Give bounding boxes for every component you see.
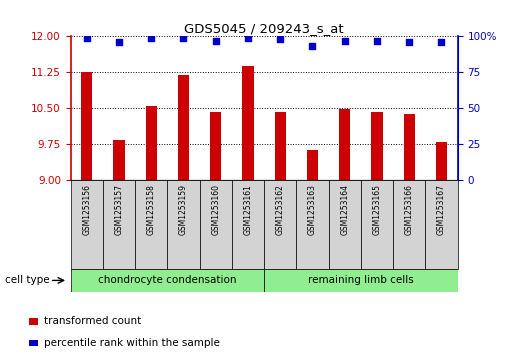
Bar — [307, 150, 318, 180]
Bar — [361, 180, 393, 269]
Bar — [167, 180, 200, 269]
Text: GSM1253156: GSM1253156 — [82, 184, 91, 235]
Text: percentile rank within the sample: percentile rank within the sample — [44, 338, 220, 348]
Bar — [103, 180, 135, 269]
Bar — [113, 140, 124, 180]
Point — [179, 35, 188, 41]
Text: GSM1253164: GSM1253164 — [340, 184, 349, 235]
Text: cell type: cell type — [5, 276, 50, 285]
Bar — [297, 180, 328, 269]
Point — [147, 35, 155, 41]
Text: GSM1253166: GSM1253166 — [405, 184, 414, 235]
Bar — [242, 66, 254, 180]
Bar — [404, 114, 415, 180]
Bar — [200, 180, 232, 269]
Text: GSM1253163: GSM1253163 — [308, 184, 317, 235]
Bar — [264, 180, 297, 269]
Text: remaining limb cells: remaining limb cells — [308, 276, 414, 285]
Bar — [135, 180, 167, 269]
Text: transformed count: transformed count — [44, 316, 142, 326]
Bar — [81, 72, 93, 180]
Text: GSM1253158: GSM1253158 — [147, 184, 156, 235]
Bar — [425, 180, 458, 269]
Text: GSM1253160: GSM1253160 — [211, 184, 220, 235]
Bar — [436, 142, 447, 180]
Text: GSM1253167: GSM1253167 — [437, 184, 446, 235]
Bar — [71, 269, 264, 292]
Point — [83, 35, 91, 41]
Title: GDS5045 / 209243_s_at: GDS5045 / 209243_s_at — [184, 22, 344, 35]
Point — [309, 44, 317, 49]
Text: GSM1253157: GSM1253157 — [115, 184, 123, 235]
Bar — [275, 112, 286, 180]
Point — [115, 39, 123, 45]
Bar — [178, 76, 189, 180]
Bar — [232, 180, 264, 269]
Bar — [210, 112, 221, 180]
Bar — [145, 106, 157, 180]
Bar — [371, 112, 383, 180]
Text: GSM1253159: GSM1253159 — [179, 184, 188, 235]
Point — [276, 36, 285, 42]
Bar — [328, 180, 361, 269]
Point — [340, 38, 349, 44]
Point — [405, 39, 413, 45]
Bar — [264, 269, 458, 292]
Bar — [71, 180, 103, 269]
Point — [211, 38, 220, 44]
Text: GSM1253162: GSM1253162 — [276, 184, 285, 235]
Text: chondrocyte condensation: chondrocyte condensation — [98, 276, 236, 285]
Point — [373, 38, 381, 44]
Point — [244, 35, 252, 41]
Point — [437, 39, 446, 45]
Text: GSM1253161: GSM1253161 — [244, 184, 253, 235]
Text: GSM1253165: GSM1253165 — [372, 184, 381, 235]
Bar — [339, 109, 350, 180]
Bar — [393, 180, 425, 269]
